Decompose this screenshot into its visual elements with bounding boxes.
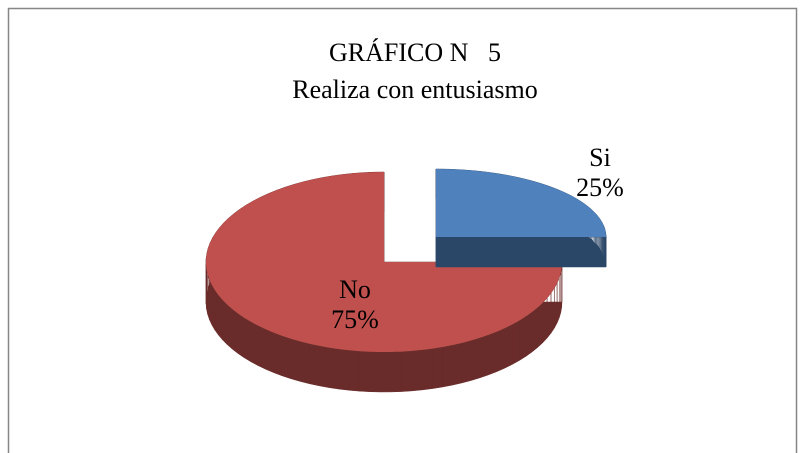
slice-label: No xyxy=(339,275,371,304)
slice-label: Si xyxy=(589,143,611,172)
pie xyxy=(205,168,607,393)
chart-title: GRÁFICO N 5 xyxy=(329,38,501,67)
slice-value-label: 75% xyxy=(331,305,379,334)
slice-value-label: 25% xyxy=(576,173,624,202)
pie-slice xyxy=(436,169,606,237)
pie-slice xyxy=(206,172,562,352)
chart-subtitle: Realiza con entusiasmo xyxy=(292,75,537,104)
